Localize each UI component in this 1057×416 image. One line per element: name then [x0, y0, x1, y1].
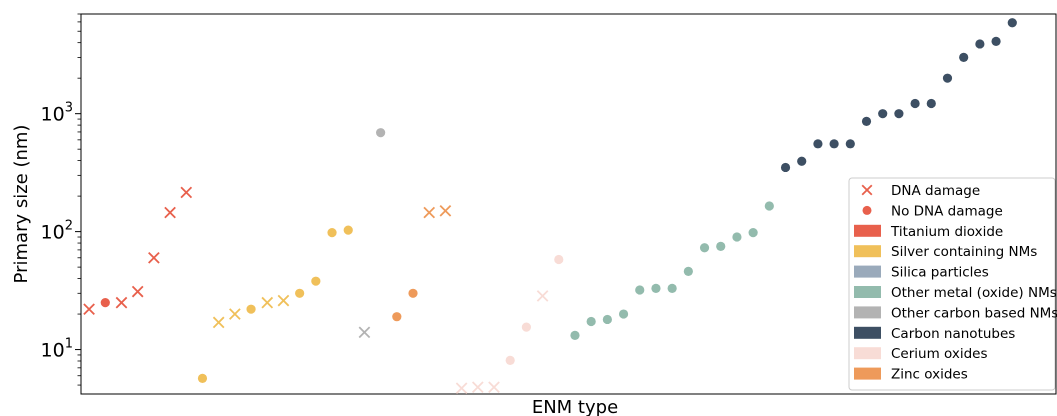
legend-item-other-metal-oxide-nms: Other metal (oxide) NMs — [854, 285, 1057, 301]
legend-color-patch — [854, 367, 881, 380]
data-point-dna-damage — [83, 303, 95, 316]
data-point-no-dna-damage — [813, 139, 823, 149]
data-point-no-dna-damage — [311, 276, 321, 286]
data-point-dna-damage — [488, 381, 500, 393]
legend-label: Silica particles — [891, 265, 989, 281]
data-point-no-dna-damage — [246, 304, 256, 314]
legend-marker-x — [861, 184, 873, 196]
data-point-dna-damage — [131, 285, 144, 298]
legend-item-zinc-oxides: Zinc oxides — [854, 367, 968, 383]
data-point-no-dna-damage — [699, 243, 710, 253]
data-point-no-dna-damage — [635, 285, 645, 295]
legend-color-patch — [854, 224, 881, 237]
data-point-dna-damage — [212, 316, 225, 329]
legend-item-cerium-oxides: Cerium oxides — [854, 346, 988, 362]
data-point-no-dna-damage — [327, 228, 337, 238]
legend-color-patch — [854, 265, 881, 278]
data-point-dna-damage — [358, 326, 371, 339]
data-point-no-dna-damage — [521, 322, 531, 332]
data-point-no-dna-damage — [683, 266, 693, 276]
data-point-no-dna-damage — [376, 128, 386, 138]
legend-item-no-dna-damage: No DNA damage — [862, 203, 1003, 219]
legend-item-silica-particles: Silica particles — [854, 265, 989, 281]
legend: DNA damage No DNA damage Titanium dioxide S… — [848, 177, 1057, 391]
data-point-no-dna-damage — [197, 373, 208, 383]
data-point-no-dna-damage — [667, 283, 677, 294]
data-point-no-dna-damage — [829, 139, 839, 149]
data-point-dna-damage — [229, 308, 241, 320]
legend-marker-circle — [862, 205, 872, 215]
y-axis-ticks: 101 102 103 — [41, 13, 81, 386]
data-point-no-dna-damage — [959, 52, 969, 63]
data-point-dna-damage — [439, 205, 452, 217]
data-point-no-dna-damage — [716, 241, 726, 251]
legend-frame — [848, 177, 1056, 391]
data-point-no-dna-damage — [878, 109, 888, 119]
legend-color-patch — [854, 286, 881, 298]
data-point-no-dna-damage — [732, 232, 742, 242]
legend-item-carbon-nanotubes: Carbon nanotubes — [854, 326, 1015, 342]
legend-label: Titanium dioxide — [890, 224, 1003, 240]
data-point-no-dna-damage — [570, 330, 580, 340]
legend-label: Other carbon based NMs — [891, 305, 1057, 321]
legend-item-silver-containing-nms: Silver containing NMs — [854, 244, 1037, 260]
data-point-dna-damage — [164, 206, 176, 219]
legend-item-dna-damage: DNA damage — [861, 183, 980, 199]
legend-label: Silver containing NMs — [891, 244, 1037, 260]
data-point-dna-damage — [471, 381, 484, 393]
data-point-no-dna-damage — [910, 98, 920, 109]
legend-label: No DNA damage — [891, 203, 1003, 219]
y-axis-label: Primary size (nm) — [11, 125, 32, 284]
data-point-no-dna-damage — [602, 314, 612, 325]
data-point-dna-damage — [115, 296, 128, 309]
data-point-dna-damage — [180, 186, 193, 199]
data-point-no-dna-damage — [1007, 18, 1017, 28]
data-point-no-dna-damage — [797, 156, 807, 166]
data-point-no-dna-damage — [408, 288, 418, 298]
data-point-no-dna-damage — [651, 283, 661, 294]
data-point-dna-damage — [148, 251, 160, 264]
legend-label: Carbon nanotubes — [891, 326, 1015, 342]
data-points — [83, 18, 1017, 395]
data-point-no-dna-damage — [845, 139, 855, 149]
data-point-no-dna-damage — [618, 309, 629, 319]
y-tick-label: 102 — [41, 219, 73, 244]
legend-label: Cerium oxides — [891, 346, 988, 362]
data-point-no-dna-damage — [861, 116, 872, 127]
data-point-no-dna-damage — [780, 162, 791, 173]
legend-label: Zinc oxides — [891, 367, 968, 383]
data-point-no-dna-damage — [991, 36, 1001, 47]
data-point-no-dna-damage — [942, 73, 953, 83]
legend-label: Other metal (oxide) NMs — [891, 285, 1057, 301]
data-point-no-dna-damage — [926, 98, 936, 109]
data-point-dna-damage — [423, 206, 436, 219]
legend-color-patch — [854, 306, 881, 319]
legend-color-patch — [854, 326, 881, 339]
data-point-no-dna-damage — [764, 201, 774, 211]
data-point-no-dna-damage — [554, 254, 564, 265]
data-point-no-dna-damage — [748, 228, 758, 238]
data-point-no-dna-damage — [975, 39, 985, 49]
data-point-no-dna-damage — [295, 288, 305, 298]
legend-color-patch — [854, 245, 881, 258]
data-point-dna-damage — [261, 296, 274, 309]
data-point-no-dna-damage — [343, 225, 353, 235]
data-point-no-dna-damage — [505, 355, 515, 365]
data-point-dna-damage — [536, 290, 549, 302]
legend-label: DNA damage — [891, 183, 980, 199]
data-point-no-dna-damage — [392, 312, 402, 322]
data-point-no-dna-damage — [894, 109, 904, 119]
data-point-dna-damage — [455, 382, 468, 395]
legend-item-other-carbon-based-nms: Other carbon based NMs — [854, 305, 1057, 321]
legend-item-titanium-dioxide: Titanium dioxide — [854, 224, 1003, 240]
data-point-no-dna-damage — [100, 298, 110, 308]
y-tick-label: 103 — [41, 101, 73, 126]
data-point-dna-damage — [277, 294, 290, 307]
y-tick-label: 101 — [41, 337, 73, 362]
data-point-no-dna-damage — [586, 316, 596, 327]
legend-color-patch — [854, 347, 881, 360]
x-axis-label: ENM type — [532, 397, 618, 416]
